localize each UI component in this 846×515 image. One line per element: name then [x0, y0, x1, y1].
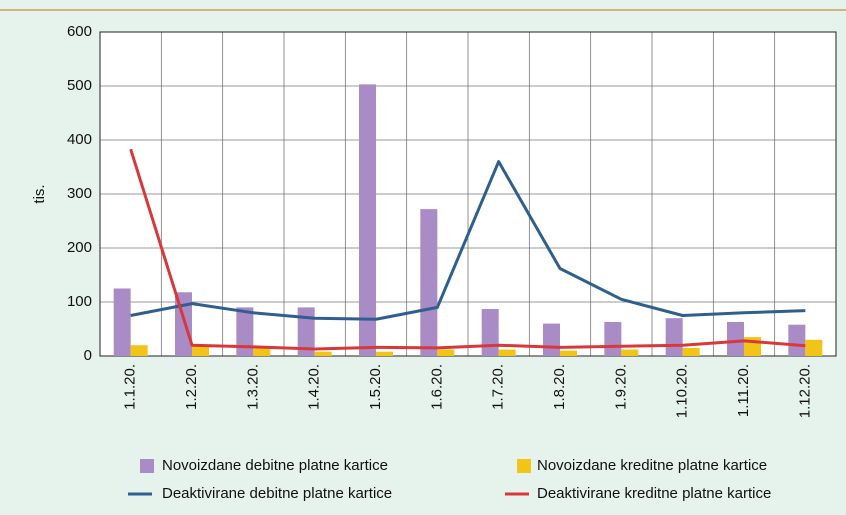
legend-label: Deaktivirane kreditne platne kartice: [537, 485, 771, 502]
x-tick-label: 1.3.20.: [244, 364, 261, 410]
y-tick-label: 200: [67, 239, 92, 256]
y-tick-label: 100: [67, 293, 92, 310]
bar: [236, 307, 254, 356]
bar: [543, 323, 560, 356]
x-tick-label: 1.6.20.: [428, 364, 445, 410]
bar: [727, 321, 744, 356]
bar: [665, 318, 683, 356]
bar: [481, 309, 499, 356]
line: [130, 160, 806, 321]
legend-label: Novoizdane kreditne platne kartice: [537, 457, 767, 474]
bar: [682, 347, 700, 356]
bar: [805, 339, 823, 356]
x-tick-label: 1.8.20.: [551, 364, 568, 410]
legend-swatch: [517, 459, 531, 473]
bar: [560, 350, 577, 356]
bar: [253, 348, 271, 356]
line: [129, 148, 806, 351]
x-tick-label: 1.5.20.: [367, 364, 384, 410]
y-axis-label: tis.: [31, 184, 48, 203]
legend-label: Deaktivirane debitne platne kartice: [162, 485, 392, 502]
x-tick-label: 1.1.20.: [122, 364, 139, 410]
x-tick-label: 1.9.20.: [612, 364, 629, 410]
bar: [621, 349, 639, 356]
y-tick-label: 300: [67, 185, 92, 202]
x-tick-label: 1.7.20.: [490, 364, 507, 410]
legend-label: Novoizdane debitne platne kartice: [162, 457, 388, 474]
y-tick-label: 500: [67, 77, 92, 94]
y-tick-label: 0: [84, 347, 92, 364]
bar: [437, 349, 455, 356]
x-tick-label: 1.12.20.: [796, 364, 813, 418]
bar: [604, 321, 622, 356]
y-tick-label: 600: [67, 23, 92, 40]
bar: [130, 345, 148, 356]
bar: [359, 84, 376, 356]
bar: [498, 349, 516, 356]
x-tick-label: 1.10.20.: [674, 364, 691, 418]
y-tick-label: 400: [67, 131, 92, 148]
x-tick-label: 1.2.20.: [183, 364, 200, 410]
bar: [297, 307, 315, 356]
bar: [376, 351, 393, 356]
x-tick-label: 1.11.20.: [735, 364, 752, 417]
plot-border: [99, 31, 837, 357]
bar: [113, 288, 131, 356]
legend-swatch: [140, 459, 154, 473]
x-tick-label: 1.4.20.: [306, 364, 323, 410]
bar: [420, 209, 438, 356]
bar: [788, 324, 806, 356]
bar: [314, 351, 332, 356]
bar: [192, 346, 209, 356]
